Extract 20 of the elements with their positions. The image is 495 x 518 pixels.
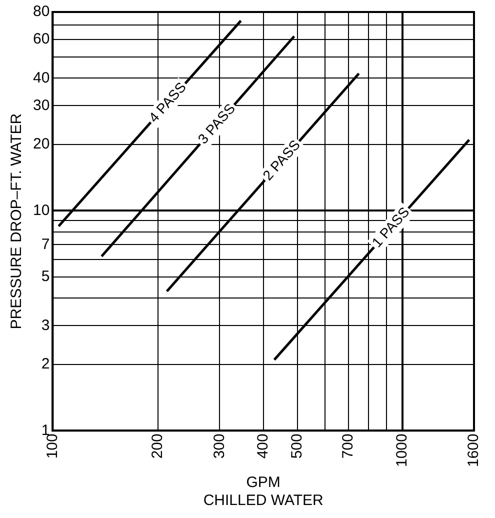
x-tick-label: 1600: [465, 434, 482, 468]
x-tick-label: 700: [340, 434, 357, 459]
y-tick-label: 10: [32, 202, 50, 219]
x-tick-label: 300: [210, 434, 228, 459]
y-tick-label: 3: [41, 316, 50, 334]
x-tick-label: 200: [149, 434, 166, 459]
x-tick-label: 500: [288, 434, 306, 459]
y-tick-label: 80: [32, 3, 50, 20]
y-tick-label: 5: [41, 268, 50, 286]
y-tick-label: 7: [41, 236, 50, 253]
y-tick-label: 40: [32, 69, 50, 86]
x-tick-label: 100: [44, 434, 61, 459]
y-tick-label: 20: [32, 136, 50, 153]
y-axis-title: PRESSURE DROP–FT. WATER: [8, 113, 26, 330]
x-tick-label: 1000: [394, 434, 411, 468]
x-tick-label: 400: [254, 434, 272, 459]
x-axis-title: GPM CHILLED WATER: [203, 474, 324, 510]
y-tick-label: 30: [32, 96, 50, 114]
y-tick-label: 60: [32, 30, 50, 48]
y-tick-label: 2: [41, 356, 50, 373]
